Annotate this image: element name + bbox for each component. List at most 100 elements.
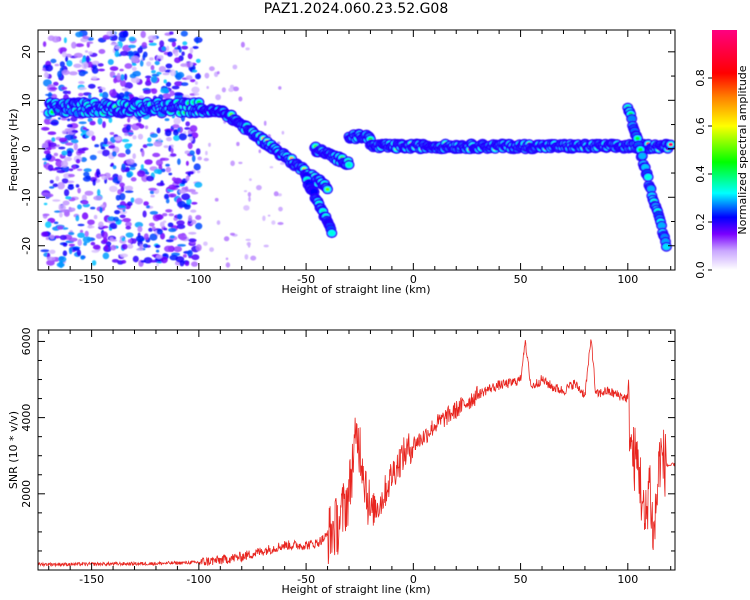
spectrogram-cell xyxy=(146,143,154,147)
spectrogram-cell xyxy=(168,193,177,198)
spectrogram-cell xyxy=(109,239,118,242)
spectrogram-cell xyxy=(126,244,134,249)
spectrogram-cell xyxy=(206,86,209,89)
spectrogram-cell xyxy=(118,205,127,209)
x-tick-label: -150 xyxy=(79,573,104,586)
spectrogram-cell xyxy=(78,92,84,97)
spectrogram-cell xyxy=(119,214,126,219)
spectrogram-cell xyxy=(47,142,57,148)
colorbar-tick-label: 0.0 xyxy=(694,261,707,279)
spectrogram-cell xyxy=(53,152,59,157)
spectrogram-cell xyxy=(121,138,130,143)
spectrogram-cell xyxy=(189,150,195,156)
spectrogram-cell xyxy=(56,262,65,268)
spectrogram-cell xyxy=(256,185,262,191)
spectrogram-cell xyxy=(194,93,200,96)
spectrogram-cell xyxy=(203,157,209,162)
spectrogram-cell xyxy=(121,237,126,242)
spectrogram-cell xyxy=(156,127,161,134)
spectrogram-cell xyxy=(109,222,118,229)
spectrogram-cell xyxy=(638,147,643,152)
spectrogram-feature-ridge xyxy=(622,102,672,252)
spectrogram-cell xyxy=(75,43,84,48)
spectrogram-cell xyxy=(209,247,215,253)
spectrogram-cell xyxy=(278,86,282,90)
spectrogram-cell xyxy=(178,189,187,194)
spectrogram-cell xyxy=(104,244,109,251)
spectrogram-cell xyxy=(52,183,59,188)
spectrogram-cell xyxy=(113,216,119,222)
spectrogram-cell xyxy=(191,254,200,261)
spectrogram-cell xyxy=(168,172,173,176)
spectrogram-cell xyxy=(116,72,121,81)
spectrogram-cell xyxy=(82,129,87,134)
spectrogram-cell xyxy=(191,154,196,163)
spectrogram-cell xyxy=(146,205,151,209)
spectrogram-cell xyxy=(81,200,89,205)
spectrogram-cell xyxy=(127,201,133,206)
spectrogram-cell xyxy=(135,122,142,127)
spectrogram-cell xyxy=(96,168,100,175)
spectrogram-cell xyxy=(246,242,251,246)
spectrogram-cell xyxy=(109,132,115,135)
spectrogram-cell xyxy=(195,148,201,155)
x-tick-label: -100 xyxy=(186,573,211,586)
spectrogram-cell xyxy=(58,146,66,150)
spectrogram-cell xyxy=(143,51,148,58)
spectrogram-cell xyxy=(172,124,180,129)
spectrogram-cell xyxy=(174,81,183,87)
spectrogram-cell xyxy=(68,184,74,187)
spectrogram-cell xyxy=(49,186,55,189)
spectrogram-cell xyxy=(160,256,168,264)
spectrogram-cell xyxy=(65,142,74,146)
spectrogram-cell xyxy=(187,249,193,257)
spectrogram-cell xyxy=(277,193,282,197)
spectrogram-cell xyxy=(243,190,248,193)
spectrogram-cell xyxy=(155,254,163,259)
spectrogram-cell xyxy=(46,256,56,261)
spectrogram-cell xyxy=(243,205,250,211)
spectrogram-cell xyxy=(137,133,144,140)
spectrogram-cell xyxy=(203,241,208,246)
spectrogram-cell xyxy=(179,260,185,267)
spectrogram-cell xyxy=(144,125,149,130)
spectrogram-cell xyxy=(132,70,141,77)
spectrogram-cell xyxy=(99,206,103,214)
spectrogram-cell xyxy=(102,121,106,129)
spectrogram-cell xyxy=(181,51,185,56)
spectrogram-cell xyxy=(162,213,168,217)
spectrogram-cell xyxy=(190,201,198,205)
spectrogram-cell xyxy=(57,117,62,120)
spectrogram-cell xyxy=(73,63,82,68)
spectrogram-cell xyxy=(124,63,133,69)
spectrogram-cell xyxy=(41,231,49,237)
spectrogram-cell xyxy=(149,259,158,263)
spectrogram-cell xyxy=(230,232,235,236)
spectrogram-feature-noise xyxy=(40,30,285,269)
spectrogram-cell xyxy=(311,190,317,194)
spectrogram-cell xyxy=(132,135,137,140)
spectrogram-cell xyxy=(97,117,103,125)
spectrogram-cell xyxy=(75,158,81,164)
spectrogram-cell xyxy=(150,75,158,83)
spectrogram-cell xyxy=(146,77,151,83)
spectrogram-cell xyxy=(50,121,58,125)
spectrogram-cell xyxy=(45,93,54,97)
spectrogram-cell xyxy=(143,201,149,206)
spectrogram-cell xyxy=(45,153,52,161)
spectrogram-cell xyxy=(240,41,245,48)
y-tick-label: 0 xyxy=(20,145,33,152)
spectrogram-cell xyxy=(130,197,135,203)
colorbar-tick-label: 0.4 xyxy=(694,165,707,183)
spectrogram-cell xyxy=(148,187,157,191)
spectrogram-cell xyxy=(186,61,191,68)
spectrogram-cell xyxy=(77,238,82,247)
spectrogram-cell xyxy=(62,90,69,95)
spectrogram-cell xyxy=(191,191,199,195)
spectrogram-cell xyxy=(91,76,98,80)
spectrogram-cell xyxy=(278,206,283,212)
spectrogram-cell xyxy=(64,157,72,162)
colorbar-ticks: 0.0 0.2 0.4 0.6 0.8 xyxy=(694,69,712,279)
spectrogram-cell xyxy=(114,210,121,215)
spectrogram-cell xyxy=(98,68,105,72)
